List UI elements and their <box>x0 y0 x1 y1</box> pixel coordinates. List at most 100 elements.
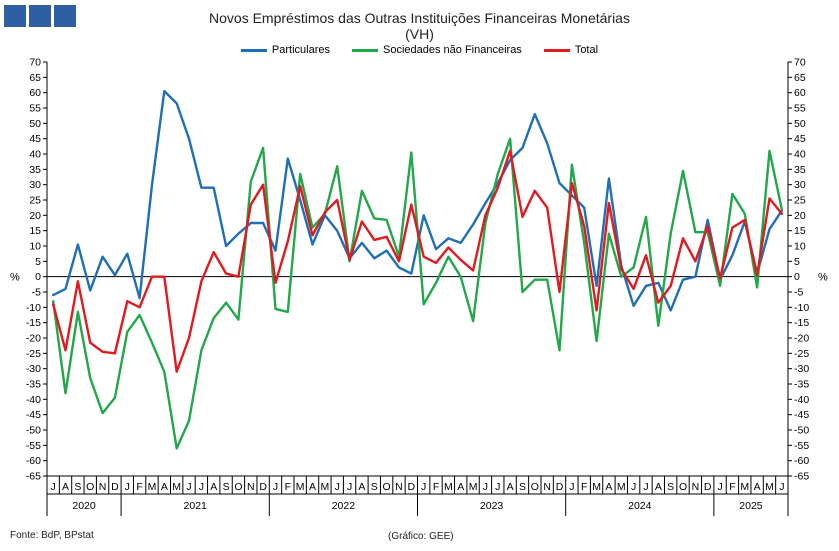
x-month-label: A <box>210 481 217 493</box>
source-note: Fonte: BdP, BPstat <box>10 530 94 541</box>
x-month-label: N <box>247 481 255 493</box>
y-tick-label-left: -40 <box>26 394 41 406</box>
x-year-label: 2024 <box>628 500 652 512</box>
y-tick-label-right: -65 <box>794 471 809 483</box>
y-tick-label-left: -55 <box>26 440 41 452</box>
x-year-label: 2023 <box>480 500 504 512</box>
y-tick-label-left: 60 <box>29 87 41 99</box>
x-month-label: F <box>581 481 587 493</box>
y-tick-label-right: -5 <box>794 287 803 299</box>
legend-item-total: Total <box>543 44 598 56</box>
y-tick-label-right: -40 <box>794 394 809 406</box>
y-tick-label-left: 0 <box>35 271 41 283</box>
x-month-label: J <box>347 481 352 493</box>
x-month-label: M <box>148 481 157 493</box>
y-tick-label-left: 10 <box>29 241 41 253</box>
legend-label-particulares: Particulares <box>271 44 330 56</box>
series-line-total <box>52 149 783 373</box>
y-tick-label-right: -30 <box>794 363 809 375</box>
y-tick-label-left: 40 <box>29 149 41 161</box>
x-month-label: J <box>717 481 722 493</box>
chart-title: Novos Empréstimos das Outras Instituiçõe… <box>209 10 630 26</box>
y-tick-label-right: 5 <box>794 256 800 268</box>
x-month-label: J <box>199 481 204 493</box>
x-month-label: N <box>543 481 551 493</box>
series-line-particulares <box>52 89 783 312</box>
x-month-label: O <box>234 481 242 493</box>
logo-block-2 <box>29 5 51 27</box>
legend-item-sociedades: Sociedades não Financeiras <box>352 44 522 56</box>
y-tick-label-left: 70 <box>29 57 41 69</box>
x-month-label: J <box>569 481 574 493</box>
x-month-label: D <box>408 481 416 493</box>
x-month-label: J <box>483 481 488 493</box>
y-tick-label-right: 40 <box>794 149 806 161</box>
y-tick-label-left: 35 <box>29 164 41 176</box>
x-month-label: A <box>655 481 662 493</box>
x-month-label: N <box>692 481 700 493</box>
y-tick-label-left: 55 <box>29 103 41 115</box>
y-tick-label-left: -60 <box>26 455 41 467</box>
y-tick-label-left: -5 <box>32 287 41 299</box>
x-month-label: M <box>765 481 774 493</box>
x-month-label: O <box>531 481 539 493</box>
y-tick-label-left: 5 <box>35 256 41 268</box>
y-tick-label-left: -15 <box>26 317 41 329</box>
y-tick-label-left: -20 <box>26 333 41 345</box>
x-month-label: J <box>631 481 636 493</box>
logo-block-3 <box>54 5 76 27</box>
x-month-label: J <box>335 481 340 493</box>
x-month-label: J <box>186 481 191 493</box>
y-tick-label-right: 70 <box>794 57 806 69</box>
x-month-label: A <box>161 481 168 493</box>
y-tick-label-right: -50 <box>794 425 809 437</box>
x-month-label: S <box>667 481 674 493</box>
x-month-label: J <box>495 481 500 493</box>
y-tick-label-left: 65 <box>29 72 41 84</box>
x-month-label: M <box>296 481 305 493</box>
y-tick-label-left: 15 <box>29 225 41 237</box>
legend-label-sociedades: Sociedades não Financeiras <box>383 44 522 56</box>
x-month-label: N <box>395 481 403 493</box>
y-tick-label-left: 45 <box>29 133 41 145</box>
y-tick-label-right: 25 <box>794 195 806 207</box>
x-month-label: A <box>507 481 514 493</box>
x-month-label: D <box>556 481 564 493</box>
x-month-label: A <box>309 481 316 493</box>
x-month-label: A <box>457 481 464 493</box>
y-axis-label-right: % <box>818 272 828 284</box>
x-month-label: D <box>111 481 119 493</box>
x-month-label: D <box>259 481 267 493</box>
x-year-label: 2025 <box>739 500 763 512</box>
legend-swatch-total <box>543 48 570 52</box>
x-month-label: M <box>172 481 181 493</box>
x-month-label: J <box>643 481 648 493</box>
x-month-label: A <box>62 481 69 493</box>
y-tick-label-right: 55 <box>794 103 806 115</box>
x-month-label: M <box>617 481 626 493</box>
legend-item-particulares: Particulares <box>240 44 330 56</box>
x-month-label: J <box>51 481 56 493</box>
x-year-label: 2020 <box>72 500 96 512</box>
legend-swatch-sociedades <box>352 48 378 52</box>
x-year-label: 2022 <box>332 500 356 512</box>
y-tick-label-left: -10 <box>26 302 41 314</box>
y-tick-label-right: 15 <box>794 225 806 237</box>
x-month-label: A <box>754 481 761 493</box>
y-tick-label-right: -20 <box>794 333 809 345</box>
x-month-label: O <box>86 481 94 493</box>
x-year-label: 2021 <box>184 500 208 512</box>
y-tick-label-left: 30 <box>29 179 41 191</box>
chart-subtitle: (VH) <box>405 26 434 42</box>
x-month-label: D <box>704 481 712 493</box>
y-tick-label-right: 45 <box>794 133 806 145</box>
x-month-label: M <box>740 481 749 493</box>
y-tick-label-right: 10 <box>794 241 806 253</box>
y-tick-label-right: 50 <box>794 118 806 130</box>
y-tick-label-left: -35 <box>26 379 41 391</box>
x-month-label: F <box>285 481 291 493</box>
y-tick-label-right: 60 <box>794 87 806 99</box>
y-tick-label-right: -55 <box>794 440 809 452</box>
x-month-label: M <box>469 481 478 493</box>
y-tick-label-left: -45 <box>26 409 41 421</box>
